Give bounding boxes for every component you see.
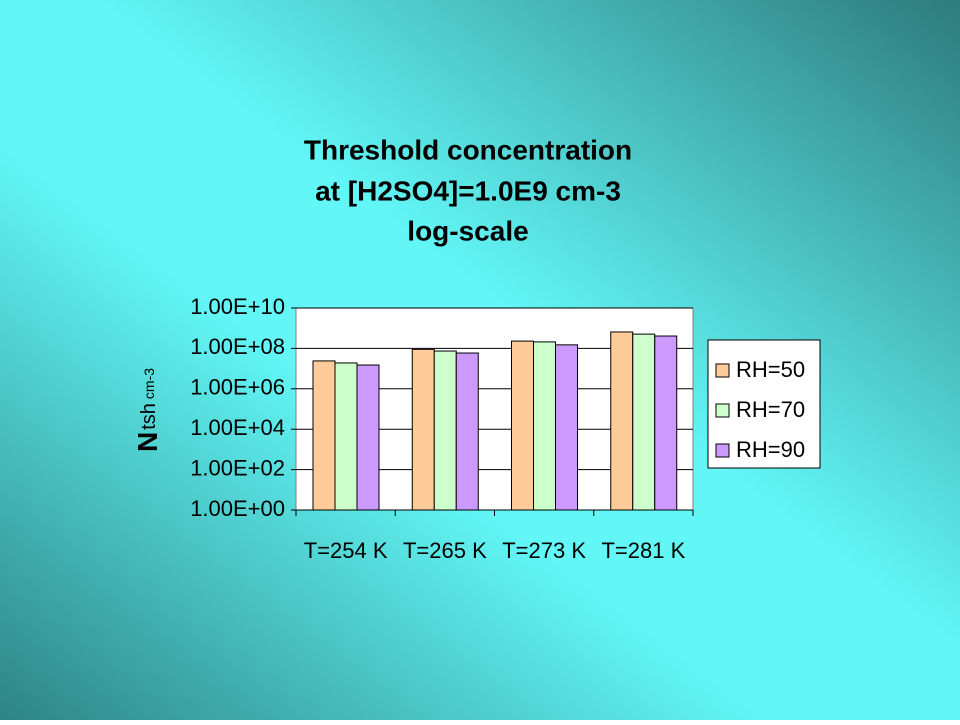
y-axis-label: Ntsh cm-3 <box>132 368 163 452</box>
bar <box>632 333 656 511</box>
y-tick-label: 1.00E+10 <box>190 294 285 319</box>
bar <box>610 331 634 511</box>
y-tick-label: 1.00E+02 <box>190 455 285 480</box>
bar <box>312 360 336 511</box>
x-tick-label: T=254 K <box>304 538 388 563</box>
y-label-unit: cm-3 <box>141 368 157 399</box>
bar <box>356 364 380 511</box>
legend-label: RH=70 <box>736 397 805 422</box>
bar <box>555 344 578 511</box>
legend-swatch <box>715 403 730 418</box>
bar <box>511 340 534 511</box>
bar <box>654 335 678 511</box>
x-tick-label: T=281 K <box>601 538 685 563</box>
y-tick-label: 1.00E+04 <box>190 415 285 440</box>
bar <box>334 362 358 511</box>
x-tick-label: T=265 K <box>403 538 487 563</box>
legend-label: RH=50 <box>736 357 805 382</box>
y-label-main: N <box>132 432 163 452</box>
bar <box>455 352 479 511</box>
x-tick-label: T=273 K <box>502 538 586 563</box>
y-tick-label: 1.00E+06 <box>190 375 285 400</box>
y-tick-label: 1.00E+08 <box>190 334 285 359</box>
legend-swatch <box>715 363 730 378</box>
bar <box>433 350 457 511</box>
legend-swatch <box>715 443 730 458</box>
bar <box>411 348 435 511</box>
chart-title: at [H2SO4]=1.0E9 cm-3 <box>315 175 621 206</box>
chart-title: Threshold concentration <box>304 134 632 165</box>
legend-label: RH=90 <box>736 437 805 462</box>
y-tick-label: 1.00E+00 <box>190 496 285 521</box>
bar <box>533 341 556 511</box>
chart-title: log-scale <box>407 215 528 246</box>
y-label-sub: tsh <box>138 403 160 430</box>
